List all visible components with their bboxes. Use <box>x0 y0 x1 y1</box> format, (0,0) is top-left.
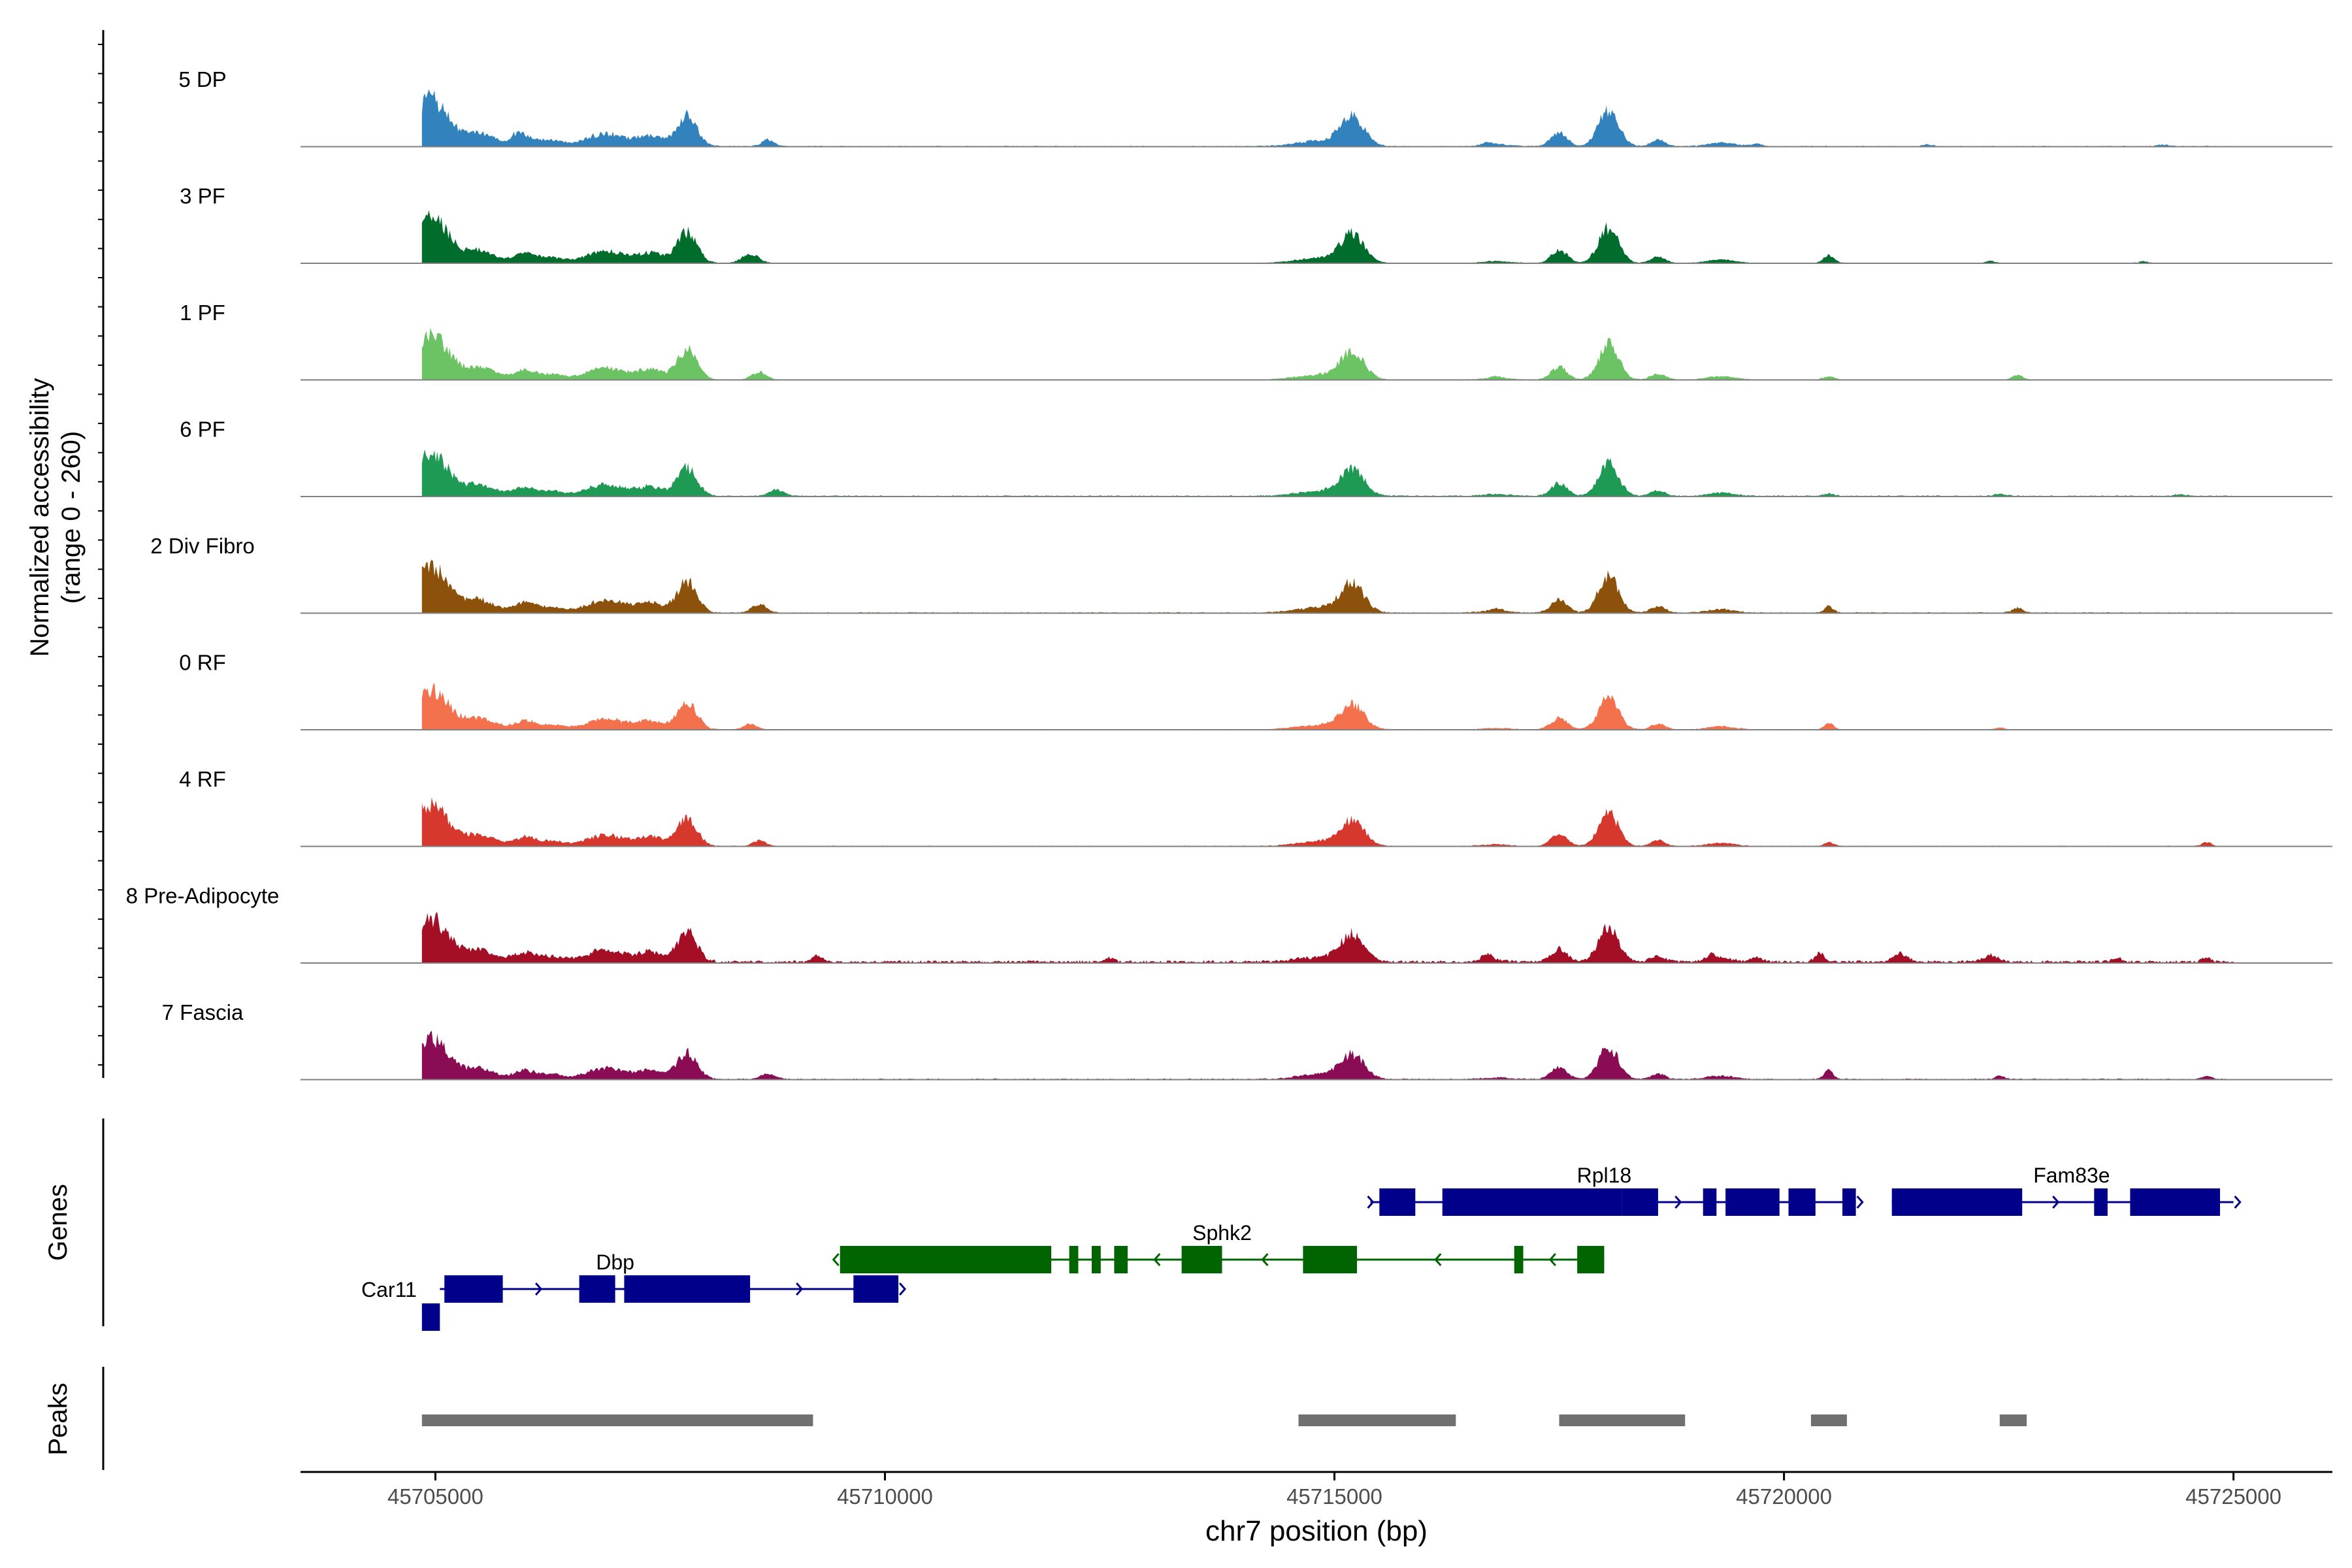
gene-exon <box>1442 1188 1622 1216</box>
strand-arrow <box>534 1282 543 1296</box>
strand-arrow <box>1153 1253 1161 1266</box>
track-7: 4 RF <box>179 767 2332 847</box>
strand-arrow <box>1261 1253 1269 1266</box>
gene-exon <box>1577 1246 1605 1273</box>
track-label: 6 PF <box>180 417 225 441</box>
track-4: 6 PF <box>180 417 2332 497</box>
gene-exon <box>1092 1246 1101 1273</box>
coverage-area <box>421 327 2234 380</box>
peak-regions <box>421 1414 2027 1426</box>
gene-exon <box>840 1246 1052 1273</box>
strand-arrow <box>1367 1196 1375 1209</box>
strand-arrow <box>1674 1196 1682 1209</box>
gene-exon <box>1788 1188 1816 1216</box>
gene-exon <box>579 1275 615 1303</box>
peak-region <box>421 1414 813 1426</box>
gene-dbp: Dbp <box>440 1250 907 1303</box>
gene-label: Sphk2 <box>1192 1221 1252 1245</box>
coverage-tracks: 5 DP 3 PF 1 PF 6 PF 2 Div Fibro 0 RF 4 RF 8 Pre… <box>126 67 2332 1081</box>
gene-exon <box>444 1275 503 1303</box>
gene-exon <box>421 1303 440 1331</box>
peak-region <box>1298 1414 1456 1426</box>
gene-exon <box>624 1275 751 1303</box>
gene-exon <box>1622 1188 1658 1216</box>
gene-exon <box>853 1275 899 1303</box>
x-tick-label: 45725000 <box>2185 1484 2281 1509</box>
coverage-area <box>421 797 2234 847</box>
strand-arrow <box>2234 1196 2242 1209</box>
coverage-y-ticks <box>98 44 103 1066</box>
peaks-panel-label: Peaks <box>44 1382 73 1455</box>
coverage-area <box>421 449 2234 497</box>
coverage-area <box>421 89 2234 147</box>
strand-arrow <box>1548 1253 1556 1266</box>
gene-label: Dbp <box>596 1250 634 1274</box>
track-9: 7 Fascia <box>162 1000 2332 1081</box>
gene-label: Car11 <box>361 1278 417 1301</box>
coverage-area <box>421 682 2234 730</box>
coverage-area <box>421 559 2234 613</box>
y-axis-label: Normalized accessibility <box>25 378 54 657</box>
gene-car11: Car11 <box>361 1278 440 1331</box>
x-tick-label: 45710000 <box>837 1484 933 1509</box>
gene-exon <box>1303 1246 1357 1273</box>
gene-rpl18: Rpl18 <box>1367 1164 1864 1216</box>
track-2: 3 PF <box>180 184 2332 264</box>
x-axis-label: chr7 position (bp) <box>1205 1515 1428 1547</box>
strand-arrow <box>796 1282 804 1296</box>
gene-exon <box>1842 1188 1856 1216</box>
peak-region <box>1559 1414 1686 1426</box>
strand-arrow <box>2052 1196 2060 1209</box>
gene-exon <box>1703 1188 1717 1216</box>
track-label: 8 Pre-Adipocyte <box>126 883 280 907</box>
gene-exon <box>1725 1188 1780 1216</box>
track-label: 5 DP <box>178 67 226 91</box>
x-axis-ticks: 45705000 45710000 45715000 45720000 45725000 <box>387 1472 2281 1509</box>
track-3: 1 PF <box>180 301 2332 381</box>
gene-exon <box>1891 1188 2023 1216</box>
x-tick-label: 45705000 <box>387 1484 483 1509</box>
track-1: 5 DP <box>178 67 2332 148</box>
gene-label: Fam83e <box>2033 1164 2110 1187</box>
track-label: 0 RF <box>179 650 226 674</box>
gene-label: Rpl18 <box>1577 1164 1632 1187</box>
genes-panel-label: Genes <box>44 1184 73 1261</box>
gene-exon <box>2130 1188 2220 1216</box>
track-label: 2 Div Fibro <box>150 534 255 558</box>
gene-exon <box>1379 1188 1416 1216</box>
track-6: 0 RF <box>179 650 2332 730</box>
gene-sphk2: Sphk2 <box>832 1221 1605 1273</box>
strand-arrow <box>832 1253 840 1266</box>
gene-exon <box>1181 1246 1222 1273</box>
gene-exon <box>1114 1246 1128 1273</box>
gene-exon <box>2094 1188 2108 1216</box>
strand-arrow <box>898 1282 907 1296</box>
track-label: 3 PF <box>180 184 225 208</box>
track-label: 1 PF <box>180 301 225 325</box>
track-label: 4 RF <box>179 767 226 791</box>
peak-region <box>1999 1414 2027 1426</box>
gene-fam83e: Fam83e <box>1891 1164 2242 1216</box>
x-tick-label: 45720000 <box>1736 1484 1832 1509</box>
strand-arrow <box>1434 1253 1442 1266</box>
coverage-area <box>421 1030 2234 1080</box>
track-label: 7 Fascia <box>162 1000 244 1024</box>
gene-exon <box>1514 1246 1524 1273</box>
track-8: 8 Pre-Adipocyte <box>126 883 2332 964</box>
coverage-area <box>421 912 2234 963</box>
gene-exon <box>1069 1246 1079 1273</box>
gene-annotations: Car11 Dbp Sphk2 Rpl18 Fam83e <box>361 1164 2242 1331</box>
y-axis-label-range: (range 0 - 260) <box>57 431 86 604</box>
strand-arrow <box>1856 1196 1864 1209</box>
peak-region <box>1810 1414 1847 1426</box>
coverage-area <box>421 210 2234 263</box>
x-tick-label: 45715000 <box>1286 1484 1382 1509</box>
track-5: 2 Div Fibro <box>150 534 2332 614</box>
